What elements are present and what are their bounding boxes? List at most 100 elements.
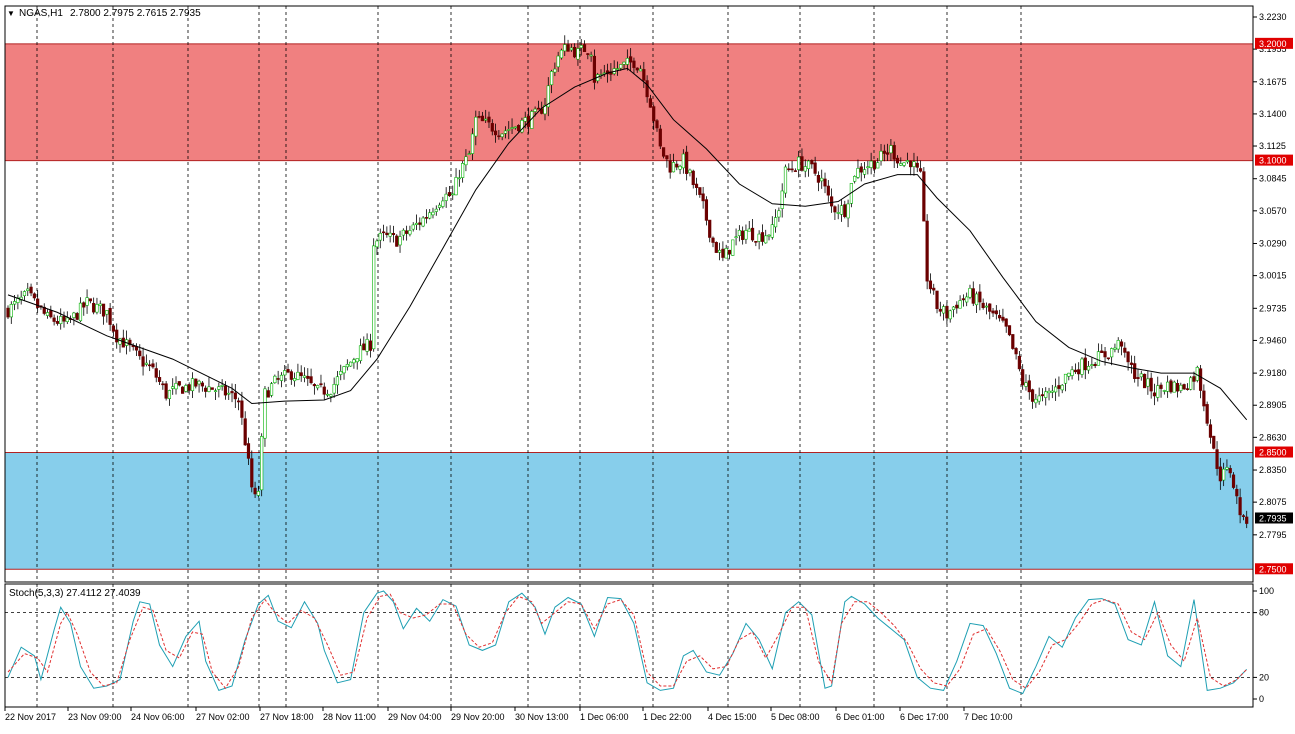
candle (223, 381, 228, 400)
candle (658, 124, 662, 150)
candle (408, 225, 412, 237)
y-tick-label: 3.0570 (1259, 206, 1287, 216)
candle (322, 382, 326, 400)
bull-candle-body (358, 345, 363, 361)
bull-candle-body (227, 392, 231, 395)
candle (836, 204, 840, 220)
bear-candle-body (1235, 488, 1239, 497)
candle (938, 301, 942, 317)
bull-candle-body (398, 236, 402, 246)
candle (790, 161, 794, 173)
candle (447, 186, 452, 197)
bull-candle-body (98, 303, 102, 306)
bull-candle-body (862, 169, 867, 175)
bear-candle-body (1205, 404, 1209, 424)
candle (721, 241, 725, 262)
bear-candle-body (701, 193, 705, 202)
bear-candle-body (658, 128, 662, 147)
bear-candle-body (938, 308, 942, 312)
bull-candle-body (375, 240, 379, 248)
candle (806, 159, 811, 177)
candle (355, 358, 359, 370)
bear-candle-body (816, 175, 821, 183)
collapse-arrow-icon[interactable]: ▼ (7, 9, 15, 18)
candle (866, 160, 870, 175)
bull-candle-body (846, 203, 850, 219)
candle (569, 43, 573, 52)
candle (342, 365, 346, 380)
candle (1040, 388, 1045, 402)
bull-candle-body (184, 385, 188, 392)
candle (398, 230, 402, 253)
candle (286, 363, 290, 374)
bear-candle-body (322, 386, 326, 395)
candle (490, 119, 494, 136)
bull-candle-body (744, 230, 748, 240)
candle (708, 219, 712, 243)
candle (945, 302, 949, 325)
candle (661, 147, 666, 159)
bear-candle-body (1218, 466, 1222, 482)
bull-candle-body (556, 55, 560, 68)
bear-candle-body (1057, 385, 1061, 389)
bull-candle-body (589, 54, 593, 57)
candle (1014, 346, 1018, 360)
zone-price-label: 2.7500 (1259, 564, 1287, 574)
candle (872, 160, 877, 174)
bear-candle-body (978, 291, 982, 303)
bear-candle-body (391, 233, 396, 236)
candle (388, 225, 392, 243)
bull-candle-body (899, 163, 903, 166)
candle (764, 229, 768, 244)
candle (1070, 366, 1074, 380)
bull-candle-body (513, 126, 517, 129)
candle (451, 185, 455, 201)
bull-candle-body (1037, 395, 1041, 402)
candle (1073, 363, 1077, 374)
candle (414, 214, 419, 230)
bull-candle-body (774, 217, 778, 228)
bull-candle-body (958, 300, 962, 309)
bull-candle-body (764, 235, 768, 244)
candle (849, 183, 853, 208)
candle (685, 145, 689, 181)
candle (306, 368, 310, 386)
candle (899, 157, 903, 166)
bull-candle-body (1222, 468, 1226, 481)
bull-candle-body (1054, 386, 1058, 393)
candle (1198, 365, 1203, 399)
bull-candle-body (283, 370, 287, 376)
bull-candle-body (388, 232, 392, 237)
candle (72, 311, 76, 326)
candle (299, 365, 303, 382)
candle (1011, 334, 1015, 350)
candle (984, 302, 989, 315)
candle (1139, 370, 1143, 381)
candle (951, 305, 956, 318)
bull-candle-body (167, 390, 172, 399)
candle (909, 160, 913, 176)
bull-candle-body (1146, 378, 1150, 387)
bull-candle-body (260, 436, 264, 491)
bull-candle-body (912, 161, 916, 167)
bear-candle-body (286, 369, 290, 373)
bear-candle-body (981, 302, 985, 308)
bull-candle-body (470, 133, 475, 154)
bull-candle-body (869, 160, 873, 168)
candle (754, 240, 758, 247)
bear-candle-body (194, 378, 198, 387)
candle (675, 160, 679, 171)
candle (971, 281, 975, 307)
bull-candle-body (95, 304, 99, 313)
current-price-label: 2.7935 (1259, 513, 1287, 523)
bull-candle-body (484, 118, 488, 121)
candle (273, 374, 277, 384)
candle (955, 301, 959, 314)
candle (391, 225, 396, 243)
bear-candle-body (741, 230, 745, 240)
candle (833, 205, 837, 220)
bear-candle-body (1149, 377, 1153, 392)
y-tick-label: 2.8350 (1259, 465, 1287, 475)
